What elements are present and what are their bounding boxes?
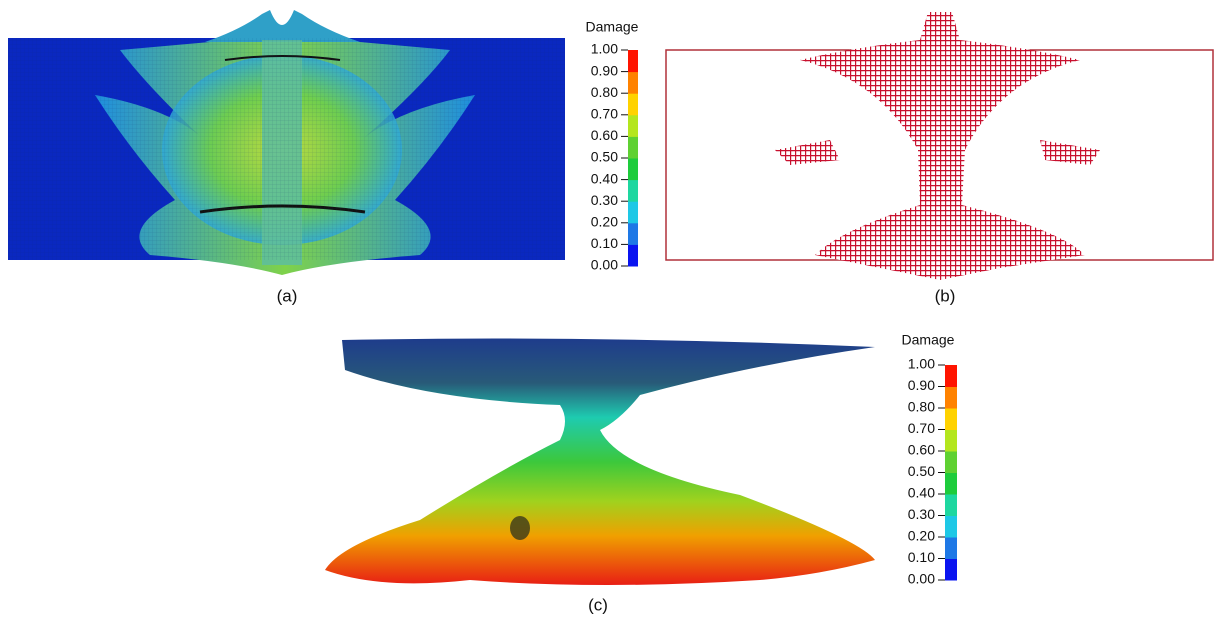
colorbar-tick-label: 1.00 — [591, 41, 618, 57]
colorbar-tick-label: 0.30 — [591, 192, 618, 208]
colorbar-segment — [628, 180, 638, 202]
colorbar-tick-label: 0.50 — [591, 149, 618, 165]
colorbar-tick-label: 0.10 — [591, 235, 618, 251]
colorbar-tick-label: 0.70 — [908, 420, 935, 436]
colorbar-segment — [945, 451, 957, 473]
colorbar-tick-label: 0.10 — [908, 549, 935, 565]
colorbar-segment — [945, 408, 957, 430]
colorbar-segment — [945, 559, 957, 581]
colorbar-segment — [945, 537, 957, 559]
colorbar-tick-label: 0.20 — [591, 214, 618, 230]
colorbar-tick-label: 0.50 — [908, 463, 935, 479]
colorbar-tick-label: 0.40 — [908, 485, 935, 501]
colorbar-tick-label: 0.80 — [591, 84, 618, 100]
colorbar-title: Damage — [586, 19, 639, 35]
colorbar-tick-label: 0.40 — [591, 170, 618, 186]
panel-label: (a) — [277, 286, 298, 305]
colorbar-tick-label: 0.70 — [591, 106, 618, 122]
colorbar-segment — [628, 72, 638, 94]
panel-c-image — [325, 339, 875, 585]
colorbar-tick-label: 0.60 — [908, 442, 935, 458]
figure: (a) (b) (c) Damage 0.00 0.10 0.20 0.30 0.40 0.… — [0, 0, 1215, 621]
panel-label: (b) — [935, 286, 956, 305]
colorbar-tick-label: 0.80 — [908, 399, 935, 415]
panel-b-image — [666, 12, 1213, 280]
colorbar-segment — [945, 494, 957, 516]
colorbar-segment — [945, 387, 957, 409]
colorbar-segment — [945, 516, 957, 538]
colorbar-segment — [628, 115, 638, 137]
panel-label: (c) — [588, 595, 608, 614]
colorbar-segment — [945, 430, 957, 452]
colorbar-tick-label: 0.60 — [591, 127, 618, 143]
colorbar-segment — [628, 201, 638, 223]
colorbar-segment — [945, 473, 957, 495]
colorbar-tick-label: 0.30 — [908, 506, 935, 522]
colorbar-tick-label: 0.20 — [908, 528, 935, 544]
colorbar-title: Damage — [902, 332, 955, 348]
colorbar-tick-label: 0.00 — [908, 571, 935, 587]
colorbar-segment — [628, 244, 638, 266]
colorbar-tick-label: 0.90 — [591, 62, 618, 78]
colorbar-segment — [628, 50, 638, 72]
colorbar-segment — [628, 93, 638, 115]
colorbar-segment — [628, 158, 638, 180]
colorbar-tick-label: 0.90 — [908, 377, 935, 393]
colorbar-tick-label: 0.00 — [591, 257, 618, 273]
colorbar-segment — [945, 365, 957, 387]
panel-a-image — [8, 10, 565, 275]
colorbar-tick-label: 1.00 — [908, 356, 935, 372]
colorbar-segment — [628, 136, 638, 158]
colorbar-segment — [628, 223, 638, 245]
